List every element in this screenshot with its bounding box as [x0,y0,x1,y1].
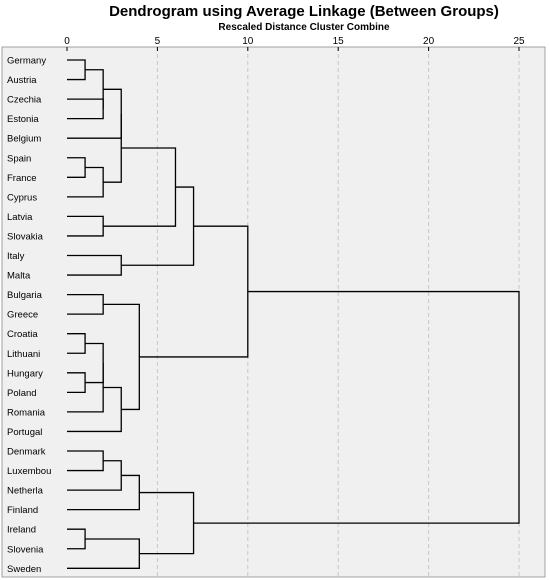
leaf-label: Ireland [7,525,36,536]
leaf-label: Malta [7,271,31,282]
dendrogram-links [67,59,520,569]
leaf-label: Slovakia [7,231,44,242]
leaf-label: Sweden [7,564,41,575]
leaf-label: Latvia [7,212,33,223]
tick-label: 20 [423,36,435,47]
x-axis-ticks: 0 5 10 15 20 25 [64,36,525,51]
leaf-label: Austria [7,75,37,86]
tick-label: 15 [333,36,345,47]
leaf-label: Cyprus [7,192,37,203]
leaf-label: Slovenia [7,544,44,555]
leaf-label: Spain [7,153,31,164]
leaf-label: Hungary [7,368,43,379]
leaf-label: Lithuani [7,349,40,360]
leaf-label: Germany [7,56,46,67]
dendrogram-link-c26 [193,290,520,524]
leaf-label: France [7,173,37,184]
chart-title: Dendrogram using Average Linkage (Betwee… [109,3,499,20]
tick-label: 25 [513,36,525,47]
leaf-label: Denmark [7,447,46,458]
dendrogram-link-c3 [85,69,104,109]
leaf-label: Bulgaria [7,290,43,301]
leaf-label: Czechia [7,95,42,106]
leaf-label: Belgium [7,134,41,145]
tick-label: 10 [242,36,254,47]
plot-area [1,46,546,578]
leaf-label: Croatia [7,329,38,340]
dendrogram-link-c16 [67,363,104,413]
leaf-label: Italy [7,251,25,262]
leaf-label: Luxembou [7,466,51,477]
dendrogram-link-c7 [103,113,122,183]
leaf-label: Estonia [7,114,39,125]
leaf-label: Portugal [7,427,42,438]
tick-label: 5 [155,36,161,47]
leaf-label: Finland [7,505,38,516]
leaf-label: Poland [7,388,37,399]
leaf-labels: Germany Austria Czechia Estonia Belgium Spain… [7,56,51,575]
leaf-label: Greece [7,310,38,321]
chart-subtitle: Rescaled Distance Cluster Combine [218,22,390,33]
leaf-label: Netherla [7,486,44,497]
tick-label: 0 [64,36,70,47]
leaf-label: Romania [7,407,46,418]
